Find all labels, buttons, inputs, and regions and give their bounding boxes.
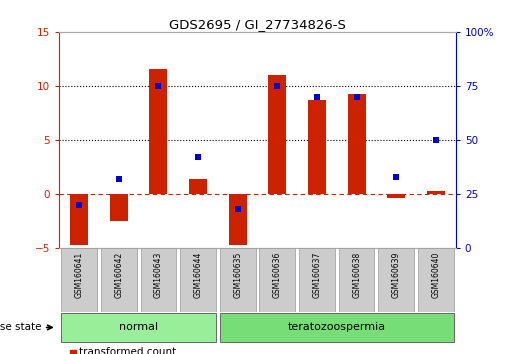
Title: GDS2695 / GI_27734826-S: GDS2695 / GI_27734826-S	[169, 18, 346, 31]
Bar	[339, 248, 374, 312]
Text: normal: normal	[119, 322, 158, 332]
Bar	[149, 69, 167, 194]
Bar	[299, 248, 335, 312]
Bar	[229, 194, 247, 245]
Bar	[141, 248, 176, 312]
Text: transformed count: transformed count	[79, 347, 176, 354]
Bar	[260, 248, 295, 312]
Bar	[379, 248, 414, 312]
Bar	[101, 248, 136, 312]
Bar	[220, 313, 454, 342]
Text: GSM160640: GSM160640	[432, 252, 440, 298]
Text: GSM160639: GSM160639	[392, 252, 401, 298]
Bar	[180, 248, 216, 312]
Bar	[427, 190, 445, 194]
Bar	[61, 313, 216, 342]
Text: disease state: disease state	[0, 322, 41, 332]
Bar	[418, 248, 454, 312]
Text: GSM160635: GSM160635	[233, 252, 242, 298]
Text: teratozoospermia: teratozoospermia	[288, 322, 386, 332]
Bar	[110, 194, 128, 221]
Bar	[348, 95, 366, 194]
Bar	[308, 100, 326, 194]
Bar	[268, 75, 286, 194]
Text: GSM160641: GSM160641	[75, 252, 83, 298]
Text: GSM160644: GSM160644	[194, 252, 202, 298]
Text: GSM160638: GSM160638	[352, 252, 361, 298]
Text: GSM160643: GSM160643	[154, 252, 163, 298]
Bar	[387, 194, 405, 198]
Bar	[61, 248, 97, 312]
Text: GSM160636: GSM160636	[273, 252, 282, 298]
Text: GSM160642: GSM160642	[114, 252, 123, 298]
Bar	[220, 248, 255, 312]
Bar	[70, 194, 88, 245]
Bar	[189, 179, 207, 194]
Text: GSM160637: GSM160637	[313, 252, 321, 298]
